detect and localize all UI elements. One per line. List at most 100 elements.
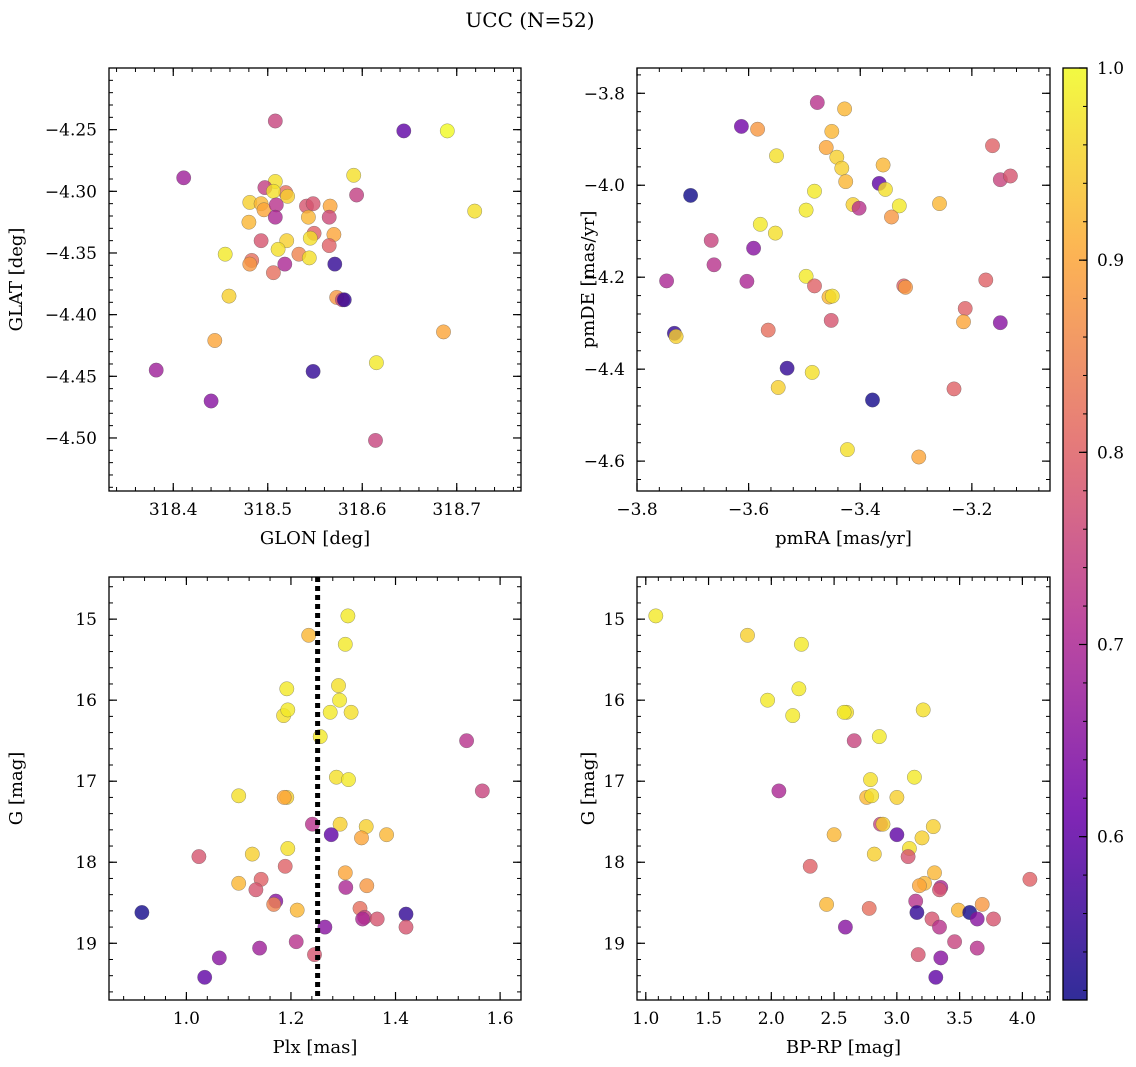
data-point: [248, 882, 264, 898]
x-tick-label: 1.5: [695, 1009, 722, 1029]
data-point: [217, 246, 233, 262]
x-tick-label: 1.0: [173, 1009, 200, 1029]
data-point: [932, 882, 947, 898]
data-point: [668, 329, 684, 344]
y-tick-label: −4.4: [584, 360, 625, 380]
data-point: [337, 865, 353, 881]
data-point: [864, 788, 880, 804]
data-point: [839, 442, 855, 458]
x-tick-label: 2.0: [758, 1009, 785, 1029]
data-point: [898, 279, 913, 295]
data-point: [328, 769, 344, 785]
data-point: [277, 256, 293, 272]
data-point: [733, 118, 749, 134]
data-point: [927, 865, 942, 881]
data-point: [439, 123, 455, 139]
data-point: [824, 288, 840, 304]
data-point: [270, 241, 286, 257]
data-point: [253, 233, 269, 249]
data-point: [266, 896, 282, 912]
y-tick-label: −4.50: [45, 429, 97, 449]
data-point: [336, 292, 352, 308]
y-tick-label: 18: [75, 853, 97, 873]
data-point: [327, 256, 343, 272]
data-point: [846, 733, 862, 749]
data-point: [986, 911, 1001, 927]
data-point: [267, 209, 283, 225]
panel-pm: −3.8 −3.6 −3.4 −3.2 −3.8 −4.0 −4.2 −4.4 −4.6 pmRA…: [578, 67, 1051, 549]
data-point: [802, 858, 818, 874]
data-point: [739, 273, 755, 289]
data-point: [265, 183, 281, 199]
data-point: [750, 121, 766, 137]
axes-frame: [636, 576, 1051, 1001]
data-point: [900, 849, 916, 865]
y-axis-label: GLAT [deg]: [6, 228, 27, 332]
data-point: [826, 827, 842, 843]
y-tick-label: 15: [75, 610, 97, 630]
data-point: [288, 934, 304, 950]
data-point: [191, 849, 207, 865]
data-point: [1022, 871, 1038, 887]
y-axis-label: G [mag]: [578, 752, 599, 825]
data-point: [785, 708, 801, 724]
data-point: [956, 314, 971, 330]
data-point: [436, 324, 451, 340]
data-point: [241, 214, 257, 230]
data-point: [863, 772, 878, 788]
data-point: [969, 911, 985, 927]
x-tick-label: −3.8: [616, 500, 657, 520]
data-point: [322, 704, 338, 720]
axes-frame: [108, 576, 522, 1001]
data-point: [277, 858, 293, 874]
x-tick-label: 1.0: [632, 1009, 659, 1029]
data-point: [280, 841, 296, 856]
figure-title: UCC (N=52): [465, 8, 594, 32]
data-point: [823, 312, 839, 328]
data-point: [911, 878, 927, 894]
data-point: [947, 934, 963, 950]
data-point: [359, 878, 375, 894]
points-pm: [659, 95, 1018, 465]
x-tick-label: −3.4: [840, 500, 881, 520]
x-tick-label: −3.2: [951, 500, 992, 520]
x-tick-label: 318.4: [149, 500, 198, 520]
panel-sky: 318.4 318.5 318.6 318.7 −4.25 −4.30 −4.35 −4.40…: [6, 67, 522, 549]
data-point: [824, 123, 840, 139]
colorbar-gradient: [1062, 67, 1088, 1001]
data-point: [911, 449, 927, 465]
data-point: [337, 636, 353, 652]
x-tick-label: 1.6: [487, 1009, 514, 1029]
x-tick-label: 3.5: [946, 1009, 973, 1029]
data-point: [323, 827, 339, 843]
data-point: [866, 846, 882, 862]
y-tick-label: −4.40: [45, 306, 97, 326]
y-tick-label: −3.8: [584, 84, 625, 104]
data-point: [332, 692, 348, 708]
y-tick-label: −4.6: [584, 452, 625, 472]
data-point: [740, 627, 755, 643]
points-plx: [134, 608, 490, 985]
x-tick-label: −3.6: [728, 500, 769, 520]
data-point: [703, 232, 719, 248]
y-tick-label: 15: [603, 610, 625, 630]
x-axis-label: GLON [deg]: [260, 528, 370, 549]
y-tick-label: −4.0: [584, 176, 625, 196]
data-point: [909, 905, 925, 920]
data-point: [957, 301, 973, 316]
colorbar-tick-label: 0.7: [1097, 635, 1124, 655]
x-axis-label: pmRA [mas/yr]: [775, 528, 912, 549]
y-tick-label: 16: [75, 691, 97, 711]
data-point: [889, 827, 905, 843]
data-point: [279, 681, 295, 697]
y-tick-label: −4.35: [45, 244, 97, 264]
data-point: [932, 919, 947, 935]
data-point: [914, 830, 930, 846]
x-tick-label: 1.4: [382, 1009, 409, 1029]
data-point: [398, 919, 414, 935]
data-point: [837, 919, 853, 935]
data-point: [798, 268, 814, 284]
x-tick-label: 318.5: [243, 500, 292, 520]
data-point: [231, 875, 247, 891]
